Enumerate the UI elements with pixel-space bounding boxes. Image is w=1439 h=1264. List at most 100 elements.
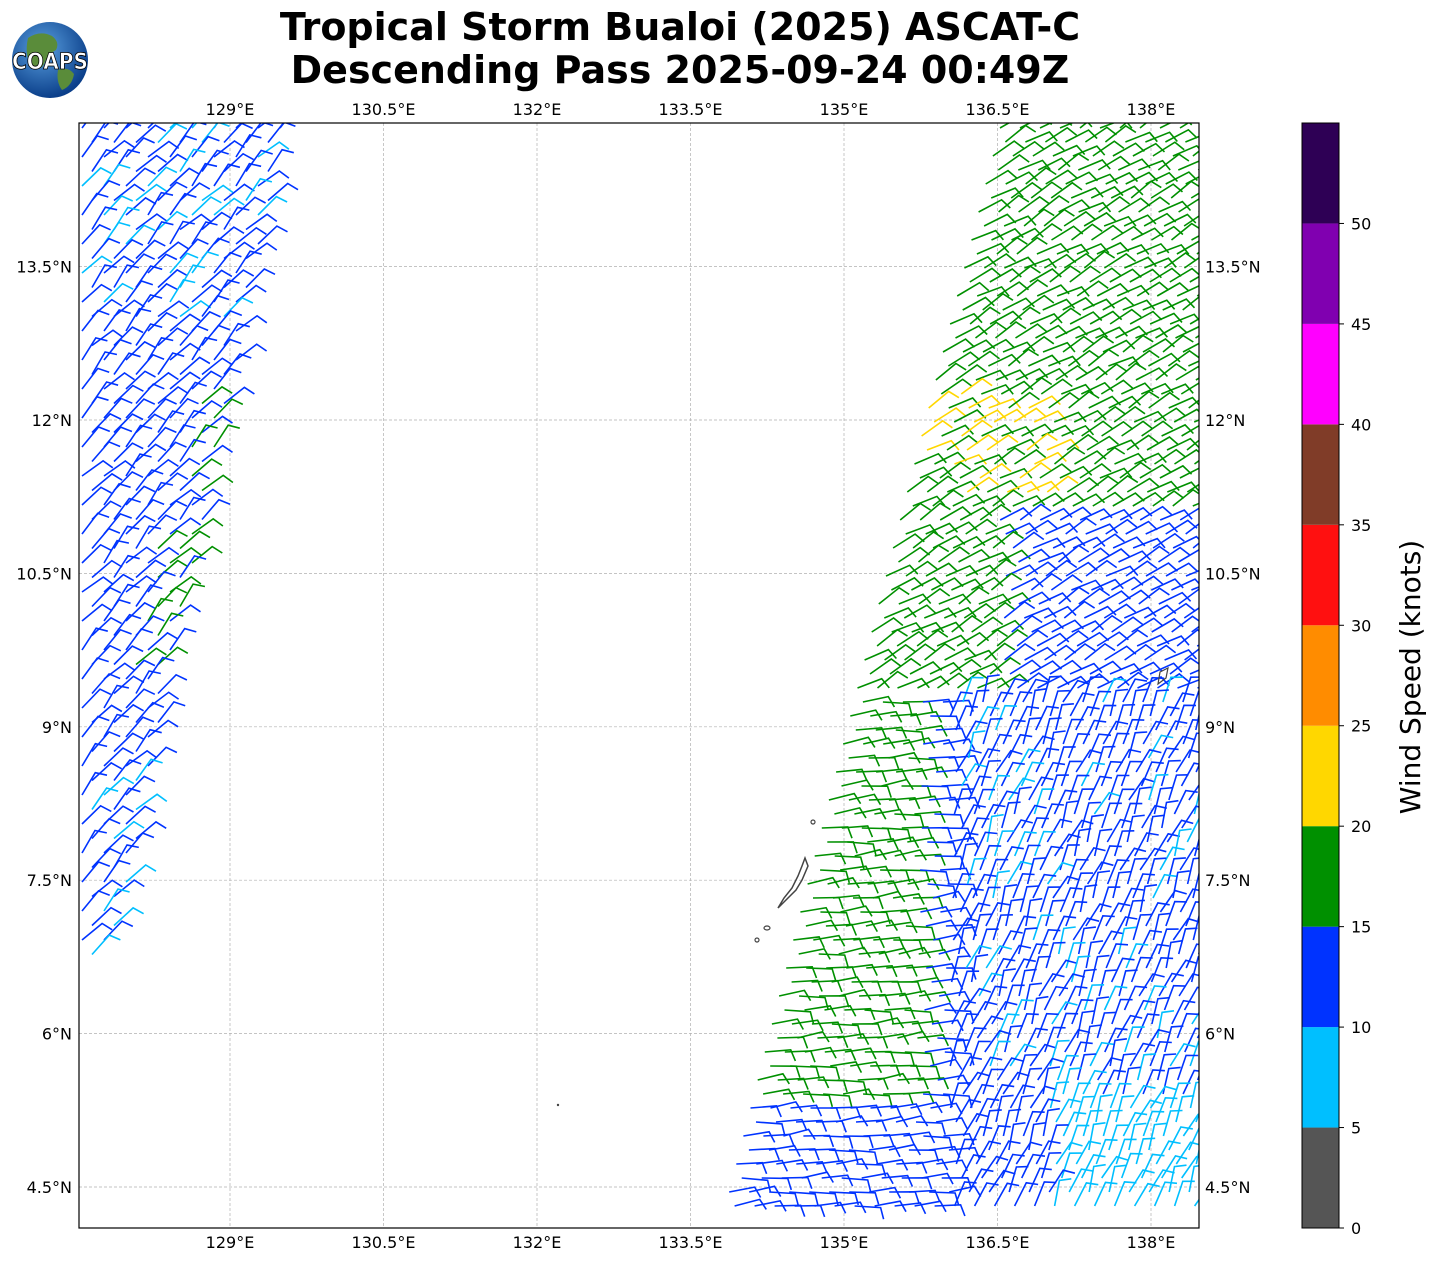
- wind-barb: [890, 1103, 923, 1116]
- wind-barb: [928, 1145, 961, 1158]
- wind-barb: [1020, 376, 1053, 395]
- wind-barb: [81, 426, 111, 448]
- wind-barb: [1064, 1028, 1091, 1053]
- wind-barb: [979, 844, 1002, 871]
- wind-barb: [855, 1119, 888, 1132]
- wind-barb: [871, 1017, 905, 1029]
- wind-barb: [811, 979, 843, 993]
- wind-barb: [1125, 560, 1158, 577]
- wind-barb: [1138, 587, 1170, 605]
- wind-barb: [1016, 1012, 1039, 1039]
- wind-barb: [962, 676, 984, 703]
- wind-barb: [983, 253, 1017, 269]
- wind-barb: [1182, 718, 1199, 745]
- wind-barb: [1161, 423, 1194, 437]
- wind-barb: [113, 206, 140, 230]
- wind-barb: [832, 894, 865, 907]
- wind-barb: [891, 1020, 924, 1033]
- wind-barb: [1045, 522, 1079, 535]
- wind-barb: [1138, 196, 1171, 213]
- wind-barb: [983, 213, 1017, 227]
- wind-barb: [1183, 215, 1199, 227]
- wind-barb: [1133, 786, 1152, 815]
- wind-barb: [1125, 171, 1159, 185]
- wind-barb: [1026, 432, 1058, 451]
- colorbar-segment: [1302, 123, 1339, 224]
- wind-barb: [1156, 282, 1190, 297]
- wind-barb: [1106, 818, 1133, 843]
- wind-barb: [928, 390, 960, 409]
- wind-barb: [915, 766, 949, 779]
- wind-barb: [927, 841, 958, 855]
- wind-barb: [936, 1159, 969, 1172]
- wind-barb: [1072, 536, 1106, 549]
- wind-barb: [996, 1013, 1020, 1039]
- wind-barb: [1023, 607, 1057, 619]
- colorbar-label: Wind Speed (knots): [1394, 540, 1427, 814]
- wind-barb: [914, 810, 946, 824]
- wind-barb: [1159, 123, 1193, 129]
- wind-barb: [976, 1015, 1004, 1039]
- wind-barb: [990, 572, 1023, 591]
- wind-barb: [851, 1022, 883, 1036]
- wind-barb: [1043, 605, 1077, 619]
- wind-barb: [992, 530, 1024, 549]
- wind-barb: [1000, 761, 1025, 787]
- wind-barb: [157, 410, 185, 433]
- wind-barb: [1078, 201, 1112, 213]
- wind-barb: [968, 394, 1001, 409]
- colorbar-tick-label: 45: [1351, 315, 1371, 334]
- lon-tick-bottom: 136.5°E: [966, 1233, 1030, 1252]
- wind-barb: [1022, 294, 1055, 311]
- wind-barb: [783, 1090, 815, 1103]
- wind-barb: [1146, 436, 1180, 451]
- wind-barb: [1121, 420, 1154, 437]
- wind-barb: [135, 670, 161, 694]
- wind-barb: [1145, 131, 1178, 143]
- wind-barb: [1172, 917, 1199, 941]
- wind-barb: [1093, 791, 1122, 815]
- wind-barb: [1017, 672, 1049, 689]
- wind-barb: [976, 285, 1010, 297]
- wind-barb: [1095, 745, 1116, 773]
- wind-barb: [1088, 775, 1113, 801]
- wind-barb: [1122, 299, 1156, 311]
- wind-barb: [1002, 1108, 1022, 1137]
- wind-barb: [1124, 643, 1156, 661]
- wind-barb: [963, 987, 992, 1011]
- wind-barb: [103, 397, 133, 419]
- wind-barb: [992, 140, 1025, 157]
- wind-barb: [997, 1057, 1024, 1081]
- lat-tick-left: 10.5°N: [16, 564, 72, 583]
- wind-barb: [1144, 257, 1177, 269]
- wind-barb: [1049, 659, 1082, 675]
- wind-barb: [865, 919, 899, 932]
- wind-barb: [799, 995, 829, 1010]
- wind-barb: [969, 689, 990, 717]
- wind-barb: [889, 1190, 920, 1204]
- wind-barb: [942, 338, 976, 353]
- wind-barb: [235, 162, 262, 187]
- wind-barb: [907, 878, 940, 890]
- wind-barb: [257, 170, 290, 187]
- colorbar-segment: [1302, 424, 1339, 525]
- wind-barb: [147, 398, 177, 419]
- wind-barb: [1097, 155, 1131, 171]
- wind-barb: [771, 1018, 804, 1030]
- wind-barb: [103, 834, 134, 854]
- wind-barb: [1155, 1140, 1181, 1165]
- wind-barb: [901, 1176, 933, 1190]
- wind-barb: [1060, 760, 1082, 787]
- wind-barb: [125, 280, 154, 303]
- wind-barb: [191, 284, 223, 303]
- wind-barb: [1065, 129, 1098, 143]
- wind-barb: [1091, 614, 1123, 633]
- wind-barb: [1117, 926, 1137, 955]
- colorbar-segment: [1302, 524, 1339, 626]
- wind-barb: [1151, 578, 1184, 591]
- wind-barb: [1117, 158, 1151, 171]
- wind-barb: [818, 953, 849, 967]
- lat-tick-left: 9°N: [42, 718, 72, 737]
- wind-barb: [1061, 424, 1095, 437]
- wind-barb: [213, 310, 243, 332]
